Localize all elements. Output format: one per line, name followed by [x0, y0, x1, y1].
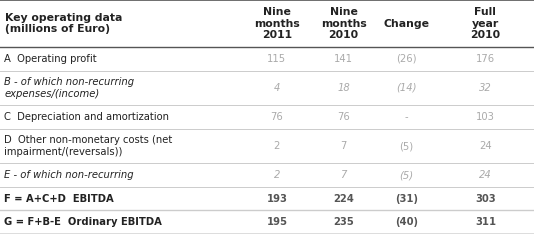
Text: 2: 2 — [274, 141, 280, 151]
Text: F = A+C+D  EBITDA: F = A+C+D EBITDA — [4, 194, 114, 204]
Text: Change: Change — [383, 18, 430, 29]
Text: 303: 303 — [475, 194, 496, 204]
Text: 224: 224 — [333, 194, 354, 204]
Text: 32: 32 — [479, 83, 492, 93]
Text: A  Operating profit: A Operating profit — [4, 54, 97, 64]
Text: 2: 2 — [274, 170, 280, 180]
Text: 24: 24 — [479, 170, 492, 180]
Text: -: - — [405, 112, 409, 122]
Text: 7: 7 — [341, 170, 347, 180]
Text: G = F+B-E  Ordinary EBITDA: G = F+B-E Ordinary EBITDA — [4, 217, 162, 227]
Text: E - of which non-recurring: E - of which non-recurring — [4, 170, 134, 180]
Text: Nine
months
2010: Nine months 2010 — [321, 7, 366, 40]
Text: 24: 24 — [479, 141, 492, 151]
Text: C  Depreciation and amortization: C Depreciation and amortization — [4, 112, 169, 122]
Text: 141: 141 — [334, 54, 353, 64]
Text: 311: 311 — [475, 217, 496, 227]
Text: Full
year
2010: Full year 2010 — [470, 7, 500, 40]
Text: (40): (40) — [395, 217, 418, 227]
Text: D  Other non-monetary costs (net
impairment/(reversals)): D Other non-monetary costs (net impairme… — [4, 135, 172, 157]
Text: 195: 195 — [266, 217, 287, 227]
Text: B - of which non-recurring
expenses/(income): B - of which non-recurring expenses/(inc… — [4, 77, 135, 99]
Text: Nine
months
2011: Nine months 2011 — [254, 7, 300, 40]
Text: (5): (5) — [399, 141, 414, 151]
Text: (31): (31) — [395, 194, 418, 204]
Text: 176: 176 — [476, 54, 495, 64]
Text: (14): (14) — [396, 83, 417, 93]
Text: 76: 76 — [271, 112, 283, 122]
Text: (26): (26) — [396, 54, 417, 64]
Text: 18: 18 — [337, 83, 350, 93]
Text: 115: 115 — [268, 54, 286, 64]
Text: (5): (5) — [399, 170, 414, 180]
Text: 4: 4 — [274, 83, 280, 93]
Text: Key operating data
(millions of Euro): Key operating data (millions of Euro) — [5, 13, 123, 34]
Text: 7: 7 — [341, 141, 347, 151]
Text: 193: 193 — [266, 194, 287, 204]
Text: 76: 76 — [337, 112, 350, 122]
Text: 235: 235 — [333, 217, 354, 227]
Text: 103: 103 — [476, 112, 495, 122]
